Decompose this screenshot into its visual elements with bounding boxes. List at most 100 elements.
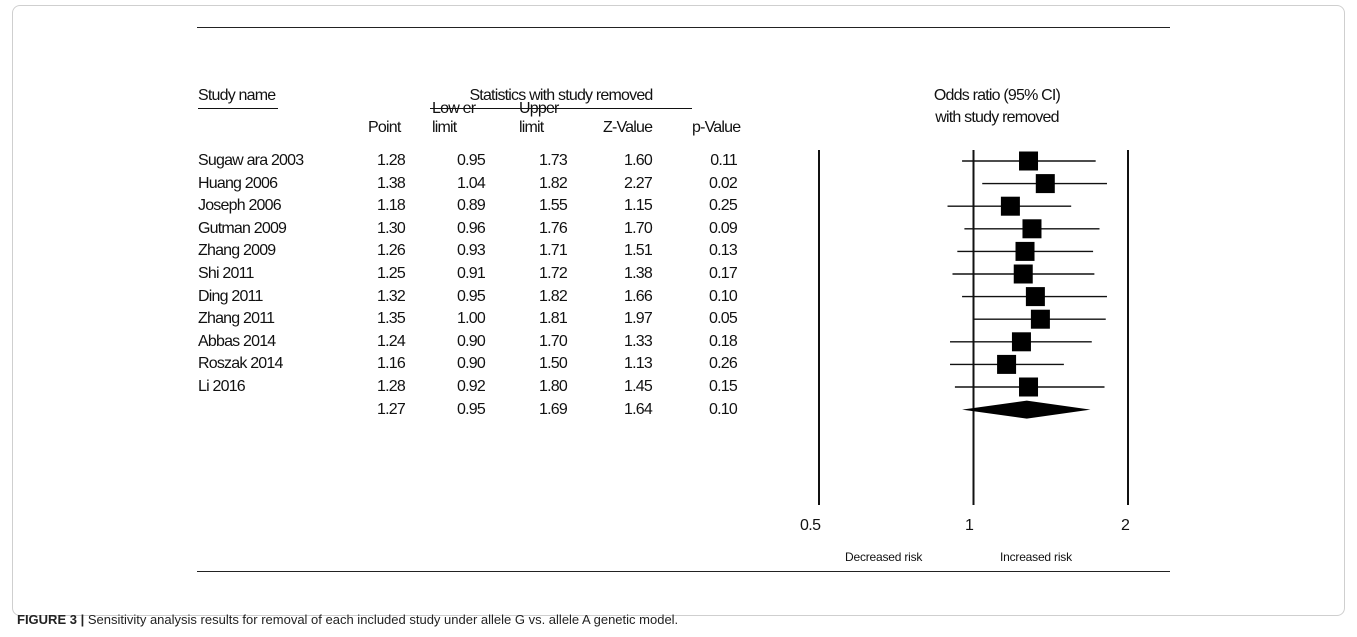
header-p-value: p-Value (692, 119, 741, 136)
lower-cell: 0.96 (457, 219, 486, 237)
lower-cell: 0.93 (457, 242, 486, 260)
header-upper-2: limit (519, 119, 544, 136)
z-cell: 1.15 (624, 197, 653, 215)
p-cell: 0.09 (709, 219, 738, 237)
z-cell: 1.38 (624, 265, 653, 282)
point-estimate-square (1022, 219, 1042, 239)
upper-cell: 1.82 (539, 287, 568, 305)
z-cell: 1.97 (624, 310, 653, 328)
study-name-cell: Sugaw ara 2003 (198, 152, 304, 169)
study-name-cell: Roszak 2014 (198, 355, 283, 373)
point-cell: 1.30 (377, 219, 406, 237)
point-cell: 1.27 (377, 400, 406, 418)
z-cell: 1.66 (624, 287, 653, 305)
lower-cell: 1.00 (457, 310, 486, 328)
p-cell: 0.10 (709, 287, 738, 305)
plot-title-2: with study removed (935, 109, 1059, 126)
z-cell: 1.64 (624, 400, 653, 418)
point-cell: 1.38 (377, 174, 406, 192)
point-cell: 1.28 (377, 152, 406, 169)
header-point: Point (368, 119, 401, 136)
point-estimate-square (1030, 309, 1050, 329)
point-cell: 1.32 (377, 287, 406, 305)
study-name-cell: Li 2016 (198, 378, 246, 395)
upper-cell: 1.69 (539, 400, 568, 418)
point-estimate-square (997, 354, 1017, 374)
lower-cell: 0.90 (457, 332, 486, 350)
z-cell: 1.70 (624, 219, 653, 237)
upper-cell: 1.70 (539, 332, 568, 350)
lower-cell: 0.95 (457, 152, 486, 169)
point-estimate-square (1011, 332, 1031, 352)
increased-risk-label: Increased risk (1000, 550, 1072, 564)
x-tick-label-2: 2 (1121, 517, 1130, 534)
lower-cell: 1.04 (457, 174, 486, 192)
lower-cell: 0.95 (457, 400, 486, 418)
z-cell: 1.45 (624, 378, 653, 395)
z-cell: 1.51 (624, 242, 653, 260)
upper-cell: 1.76 (539, 219, 568, 237)
point-cell: 1.35 (377, 310, 406, 328)
z-cell: 1.33 (624, 332, 653, 350)
lower-cell: 0.90 (457, 355, 486, 373)
study-name-cell: Ding 2011 (198, 287, 263, 305)
point-estimate-square (1013, 264, 1033, 284)
point-cell: 1.16 (377, 355, 406, 373)
lower-cell: 0.89 (457, 197, 486, 215)
point-cell: 1.18 (377, 197, 406, 215)
top-rule (197, 27, 1170, 28)
upper-cell: 1.80 (539, 378, 568, 395)
study-name-cell: Abbas 2014 (198, 332, 276, 350)
p-cell: 0.11 (710, 152, 738, 169)
header-study-name: Study name (198, 87, 278, 109)
p-cell: 0.18 (709, 332, 738, 350)
upper-cell: 1.82 (539, 174, 568, 192)
figure-caption: FIGURE 3 | Sensitivity analysis results … (17, 612, 678, 627)
caption-text: Sensitivity analysis results for removal… (84, 612, 679, 627)
p-cell: 0.05 (709, 310, 738, 328)
upper-cell: 1.73 (539, 152, 568, 169)
p-cell: 0.02 (709, 174, 738, 192)
study-name-cell: Huang 2006 (198, 174, 278, 192)
point-cell: 1.26 (377, 242, 406, 260)
header-lower-1: Low er (432, 100, 476, 117)
point-estimate-square (1015, 241, 1035, 261)
p-cell: 0.15 (709, 378, 738, 395)
p-cell: 0.10 (709, 400, 738, 418)
p-cell: 0.13 (709, 242, 738, 260)
plot-title-1: Odds ratio (95% CI) (933, 87, 1061, 104)
header-stats-group: Statistics with study removed (430, 87, 692, 109)
header-lower-2: limit (432, 119, 457, 136)
header-z-value: Z-Value (603, 119, 653, 136)
lower-cell: 0.91 (457, 265, 486, 282)
study-name-cell: Shi 2011 (198, 265, 254, 282)
x-tick-label-0-5: 0.5 (800, 517, 821, 534)
header-upper-1: Upper (519, 100, 559, 117)
decreased-risk-label: Decreased risk (845, 550, 923, 564)
caption-label: FIGURE 3 | (17, 612, 85, 627)
point-cell: 1.28 (377, 378, 406, 395)
upper-cell: 1.72 (539, 265, 568, 282)
bottom-rule (197, 571, 1170, 572)
study-name-cell: Gutman 2009 (198, 219, 287, 237)
study-name-cell: Joseph 2006 (198, 197, 282, 215)
p-cell: 0.25 (709, 197, 738, 215)
lower-cell: 0.92 (457, 378, 486, 395)
z-cell: 1.13 (624, 355, 653, 373)
z-cell: 1.60 (624, 152, 653, 169)
point-estimate-square (1019, 151, 1039, 171)
p-cell: 0.26 (709, 355, 738, 373)
z-cell: 2.27 (624, 174, 653, 192)
pooled-estimate-diamond (962, 400, 1091, 419)
p-cell: 0.17 (709, 265, 738, 282)
point-estimate-square (1019, 377, 1039, 397)
study-name-cell: Zhang 2009 (198, 242, 276, 260)
upper-cell: 1.55 (539, 197, 568, 215)
point-cell: 1.25 (377, 265, 406, 282)
figure-frame (12, 5, 1345, 616)
lower-cell: 0.95 (457, 287, 486, 305)
study-name-cell: Zhang 2011 (198, 310, 275, 328)
x-tick-label-1: 1 (965, 517, 974, 534)
point-estimate-square (1035, 174, 1055, 194)
